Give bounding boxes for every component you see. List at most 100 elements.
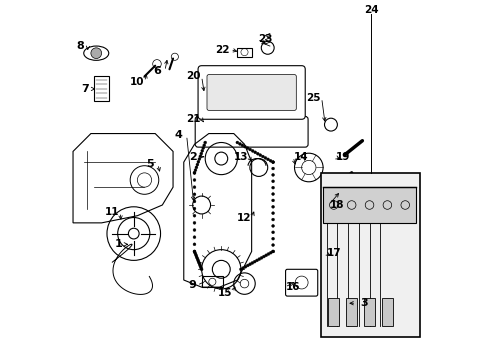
Circle shape: [193, 193, 196, 196]
Circle shape: [271, 250, 274, 253]
Circle shape: [271, 199, 274, 202]
Circle shape: [260, 256, 263, 259]
Text: 7: 7: [81, 84, 89, 94]
Circle shape: [193, 171, 196, 174]
Circle shape: [194, 169, 197, 171]
Circle shape: [193, 243, 196, 246]
Circle shape: [271, 161, 274, 163]
FancyBboxPatch shape: [198, 66, 305, 119]
Circle shape: [241, 144, 244, 147]
Circle shape: [91, 48, 102, 59]
Text: 8: 8: [76, 41, 84, 51]
Text: 25: 25: [306, 93, 321, 103]
Text: 15: 15: [217, 288, 232, 297]
Circle shape: [257, 258, 260, 261]
Text: 1: 1: [115, 239, 122, 249]
Circle shape: [199, 265, 202, 267]
Text: 13: 13: [233, 152, 248, 162]
Circle shape: [238, 143, 241, 145]
Circle shape: [197, 260, 200, 262]
Circle shape: [197, 161, 200, 163]
Circle shape: [199, 266, 202, 269]
Circle shape: [271, 231, 274, 234]
FancyBboxPatch shape: [285, 269, 317, 296]
Circle shape: [271, 205, 274, 208]
Circle shape: [201, 149, 203, 152]
Circle shape: [196, 258, 199, 261]
Text: 21: 21: [186, 114, 201, 124]
Circle shape: [248, 148, 251, 151]
Circle shape: [200, 152, 203, 155]
Bar: [321, 173, 419, 337]
Circle shape: [255, 259, 258, 262]
Circle shape: [193, 252, 196, 255]
FancyBboxPatch shape: [206, 75, 296, 111]
Text: 22: 22: [215, 45, 229, 55]
Circle shape: [271, 161, 274, 163]
Text: 17: 17: [326, 248, 341, 258]
Circle shape: [202, 147, 204, 149]
Circle shape: [193, 207, 196, 210]
Text: 16: 16: [285, 282, 299, 292]
FancyBboxPatch shape: [195, 116, 307, 147]
Circle shape: [271, 250, 274, 253]
Circle shape: [198, 263, 201, 266]
Text: 5: 5: [146, 159, 153, 169]
Bar: [328, 298, 339, 327]
Text: 12: 12: [236, 212, 250, 222]
Circle shape: [193, 250, 196, 253]
Circle shape: [195, 257, 198, 259]
Text: 24: 24: [363, 5, 378, 15]
Bar: [364, 298, 374, 327]
Bar: [346, 298, 356, 327]
Bar: [381, 298, 392, 327]
Circle shape: [246, 264, 249, 267]
Circle shape: [264, 254, 267, 257]
Circle shape: [271, 244, 274, 247]
Bar: [223, 84, 265, 102]
Circle shape: [271, 180, 274, 183]
Circle shape: [271, 237, 274, 240]
Circle shape: [197, 261, 200, 264]
Circle shape: [250, 261, 253, 264]
Circle shape: [193, 200, 196, 203]
Circle shape: [271, 193, 274, 195]
Circle shape: [261, 155, 264, 158]
Bar: [201, 276, 223, 287]
Text: 2: 2: [188, 152, 196, 162]
Circle shape: [271, 186, 274, 189]
Circle shape: [193, 236, 196, 239]
Text: 14: 14: [293, 152, 307, 162]
Text: 18: 18: [329, 200, 343, 210]
Circle shape: [243, 145, 246, 148]
Circle shape: [256, 152, 259, 155]
Text: 23: 23: [258, 34, 272, 44]
Circle shape: [266, 158, 269, 161]
Circle shape: [248, 263, 251, 266]
Text: 3: 3: [360, 298, 367, 308]
Circle shape: [269, 251, 272, 254]
Circle shape: [200, 268, 203, 271]
Circle shape: [268, 159, 271, 162]
Circle shape: [241, 267, 244, 269]
Circle shape: [266, 253, 269, 256]
Circle shape: [253, 260, 256, 263]
Circle shape: [195, 166, 198, 169]
Bar: [325, 248, 343, 262]
Circle shape: [203, 144, 205, 147]
Text: 20: 20: [186, 71, 201, 81]
Circle shape: [244, 265, 246, 268]
Circle shape: [199, 155, 202, 158]
Bar: [237, 48, 251, 57]
Text: 6: 6: [153, 66, 161, 76]
Bar: [94, 76, 108, 102]
Circle shape: [271, 174, 274, 176]
Circle shape: [193, 214, 196, 217]
Circle shape: [193, 171, 196, 174]
Text: 4: 4: [175, 130, 183, 140]
Circle shape: [193, 221, 196, 224]
Circle shape: [194, 253, 197, 256]
Text: 10: 10: [129, 77, 143, 87]
Circle shape: [193, 250, 196, 253]
Circle shape: [239, 268, 242, 271]
